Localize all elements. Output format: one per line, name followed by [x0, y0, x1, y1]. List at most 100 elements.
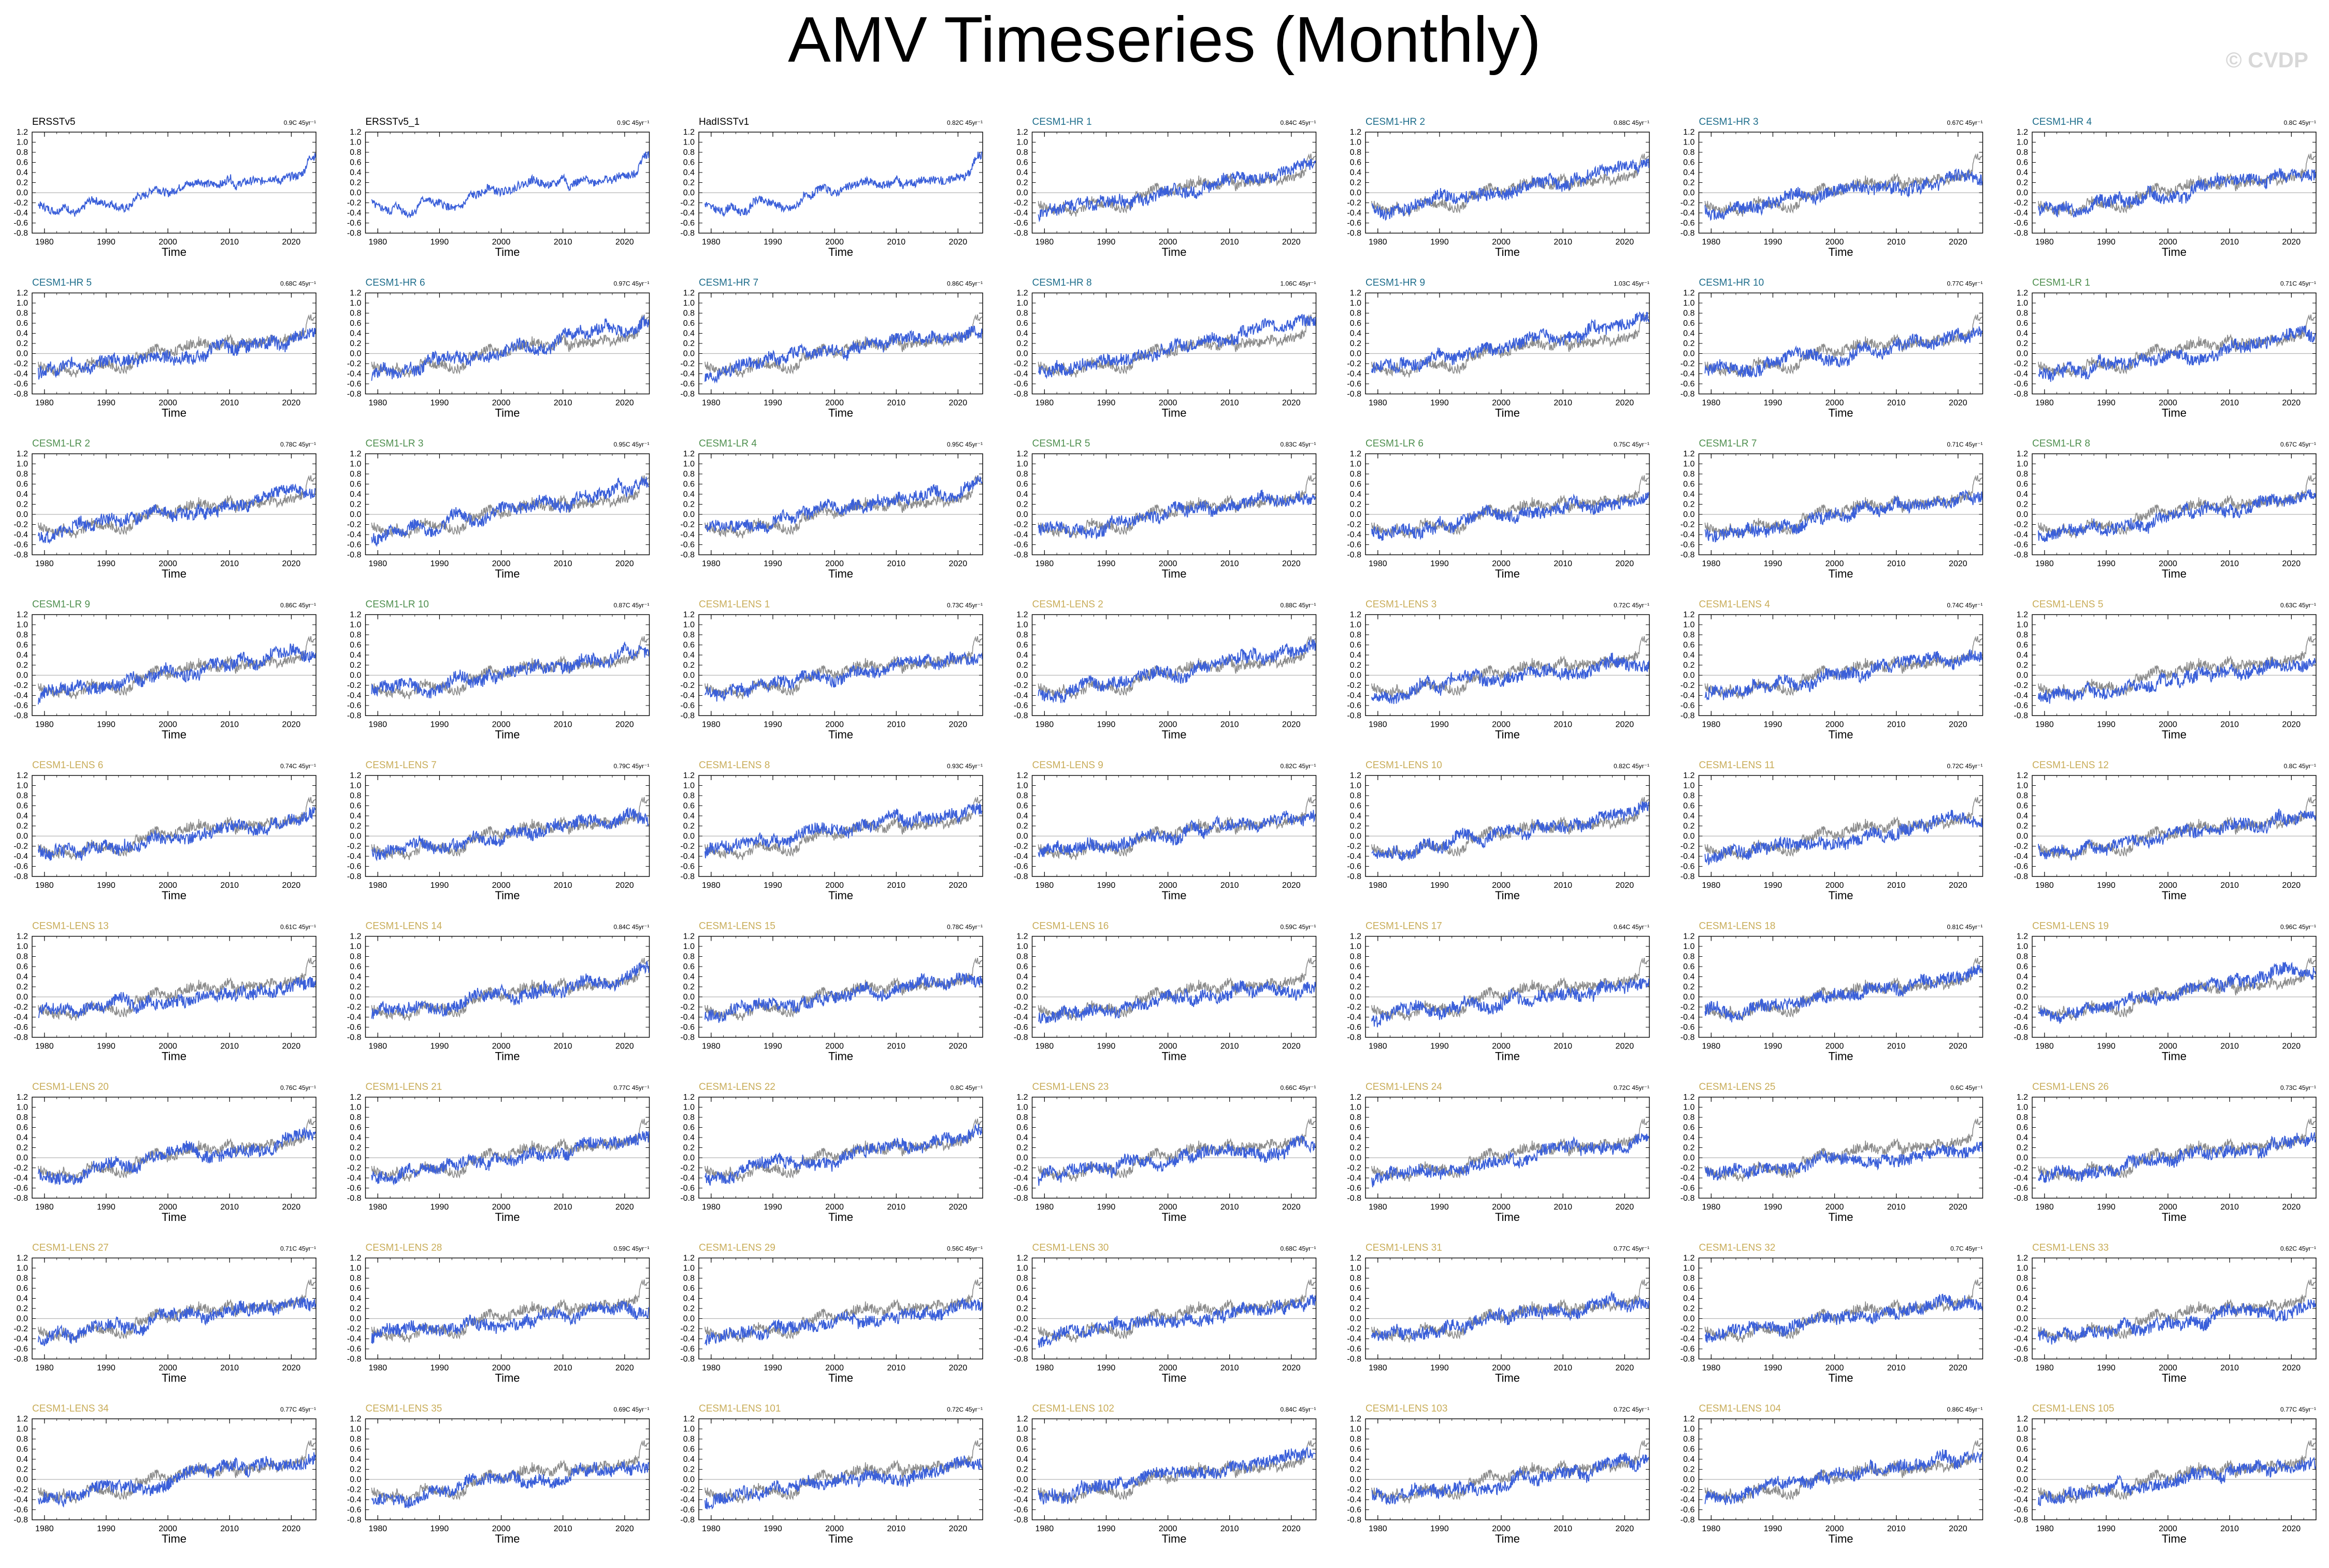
x-tick-label: 2020: [949, 881, 968, 890]
y-tick-label: 0.6: [350, 319, 361, 328]
x-tick-label: 2010: [2220, 559, 2239, 568]
y-tick-label: 0.6: [2017, 159, 2028, 167]
y-tick-label: 0.0: [1016, 993, 1028, 1002]
reference-line: [2038, 314, 2316, 378]
y-tick-label: 0.8: [1016, 792, 1028, 800]
y-tick-label: 0.4: [1683, 168, 1694, 177]
x-axis-label: Time: [1161, 246, 1186, 258]
x-tick-label: 2000: [1159, 721, 1177, 729]
trend-label: 0.84C 45yr⁻¹: [1280, 119, 1316, 126]
y-tick-label: 1.0: [1016, 299, 1028, 308]
x-axis-label: Time: [162, 889, 186, 902]
y-tick-label: -0.6: [347, 862, 362, 871]
x-tick-label: 1980: [702, 559, 721, 568]
y-tick-label: -0.4: [1680, 1013, 1695, 1022]
y-tick-label: 0.2: [1016, 1144, 1028, 1153]
x-tick-label: 1990: [2097, 721, 2116, 729]
y-tick-label: 0.8: [17, 148, 28, 157]
y-tick-label: 0.4: [683, 973, 695, 982]
y-tick-label: 1.2: [683, 932, 695, 941]
y-tick-label: 0.0: [17, 993, 28, 1002]
y-tick-label: 0.6: [1016, 641, 1028, 650]
trend-label: 0.73C 45yr⁻¹: [947, 602, 983, 609]
x-tick-label: 2010: [2220, 238, 2239, 247]
panel-title: CESM1-LENS 19: [2032, 921, 2109, 932]
x-tick-label: 2000: [2159, 238, 2177, 247]
y-tick-label: 0.6: [17, 480, 28, 489]
x-tick-label: 2000: [492, 399, 511, 408]
y-tick-label: 0.0: [350, 1154, 361, 1162]
y-tick-label: -0.2: [680, 1003, 695, 1012]
x-tick-label: 1980: [1036, 559, 1054, 568]
y-tick-label: 0.4: [1350, 973, 1361, 982]
y-tick-label: 0.8: [17, 470, 28, 479]
x-tick-label: 2020: [615, 559, 634, 568]
y-tick-label: -0.6: [1347, 219, 1361, 228]
x-tick-label: 2010: [1220, 1203, 1239, 1212]
x-tick-label: 1990: [2097, 881, 2116, 890]
y-tick-label: -0.6: [2014, 219, 2028, 228]
y-tick-label: -0.8: [1347, 229, 1361, 238]
x-tick-label: 2020: [1616, 1042, 1634, 1051]
x-tick-label: 1990: [764, 559, 782, 568]
y-tick-label: 0.6: [350, 159, 361, 167]
y-tick-label: -0.4: [2014, 370, 2028, 379]
x-tick-label: 2010: [2220, 1042, 2239, 1051]
x-tick-label: 2010: [554, 881, 572, 890]
y-tick-label: 1.0: [1350, 942, 1361, 951]
x-tick-label: 1990: [430, 881, 449, 890]
y-tick-label: 0.4: [1016, 490, 1028, 499]
y-tick-label: -0.6: [1680, 701, 1695, 710]
y-tick-label: 0.0: [1683, 350, 1694, 358]
x-tick-label: 2020: [949, 1203, 968, 1212]
y-tick-label: 0.8: [17, 1113, 28, 1122]
y-tick-label: 0.2: [1683, 1144, 1694, 1153]
y-tick-label: 0.6: [1683, 319, 1694, 328]
panel-title: CESM1-LENS 17: [1365, 921, 1442, 932]
y-tick-label: -0.2: [13, 199, 28, 208]
reference-line: [371, 957, 650, 1021]
y-tick-label: 0.0: [17, 1154, 28, 1162]
series-line: [1704, 965, 1983, 1023]
y-tick-label: 0.8: [350, 631, 361, 640]
y-tick-label: -0.6: [347, 701, 362, 710]
y-tick-label: -0.2: [13, 1164, 28, 1173]
y-tick-label: 1.0: [1683, 138, 1694, 147]
y-tick-label: 0.2: [1350, 179, 1361, 188]
plot-frame: [1698, 1097, 1983, 1199]
x-tick-label: 1980: [369, 721, 387, 729]
panel-title: CESM1-LENS 11: [1699, 760, 1775, 771]
y-tick-label: 1.2: [17, 128, 28, 137]
y-tick-label: 0.8: [2017, 309, 2028, 318]
y-tick-label: -0.2: [1680, 199, 1695, 208]
plot-frame: [1031, 614, 1317, 716]
y-tick-label: 1.0: [683, 460, 695, 469]
series-line: [38, 976, 316, 1019]
plot-frame: [32, 132, 317, 234]
y-tick-label: 0.6: [1350, 319, 1361, 328]
y-tick-label: 0.2: [1016, 339, 1028, 348]
y-tick-label: 0.4: [1350, 490, 1361, 499]
y-tick-label: -0.8: [13, 1194, 28, 1203]
y-tick-label: 0.8: [1016, 309, 1028, 318]
panel-title: CESM1-LR 9: [32, 599, 90, 610]
trend-label: 0.59C 45yr⁻¹: [1280, 924, 1316, 931]
y-tick-label: 0.0: [2017, 350, 2028, 358]
panel-title: CESM1-LENS 13: [32, 921, 109, 932]
x-tick-label: 2010: [1554, 1203, 1572, 1212]
y-tick-label: -0.6: [1680, 862, 1695, 871]
x-tick-label: 2000: [1492, 1042, 1511, 1051]
x-tick-label: 2000: [2159, 559, 2177, 568]
y-tick-label: -0.2: [2014, 1003, 2028, 1012]
x-tick-label: 2000: [2159, 721, 2177, 729]
panel-title: CESM1-HR 4: [2032, 117, 2092, 127]
series-line: [2038, 657, 2316, 704]
plot-frame: [698, 775, 983, 877]
x-tick-label: 2010: [1220, 559, 1239, 568]
x-tick-label: 1990: [1764, 721, 1782, 729]
x-axis-label: Time: [1161, 567, 1186, 580]
y-tick-label: 0.8: [683, 470, 695, 479]
panel-title: CESM1-LENS 24: [1365, 1082, 1442, 1092]
y-tick-label: 0.8: [1350, 792, 1361, 800]
